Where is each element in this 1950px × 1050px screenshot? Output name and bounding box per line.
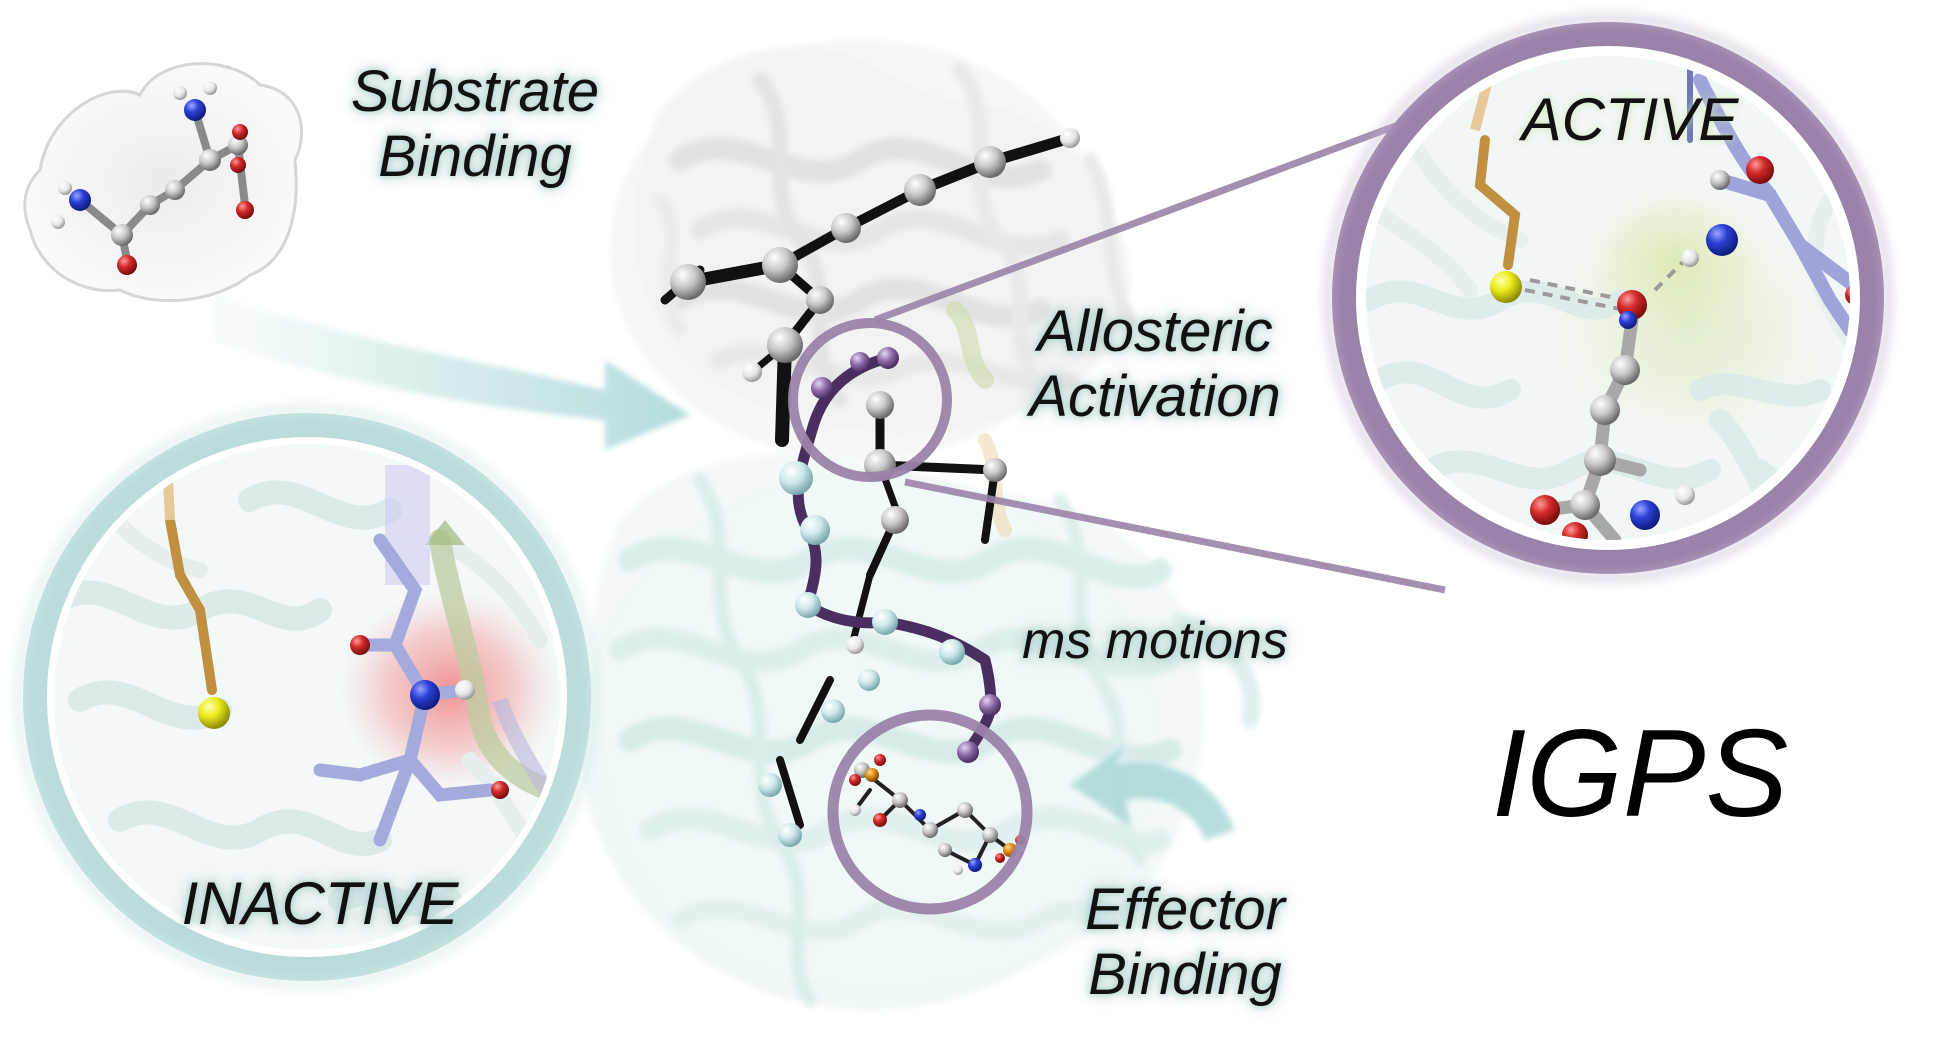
ms-motions-label: ms motions <box>1022 612 1288 670</box>
effector-binding-label-line1: Effector <box>1085 877 1285 942</box>
inactive-inset <box>14 404 600 990</box>
effector-binding-arrow <box>1070 745 1235 840</box>
active-state-label: ACTIVE <box>1521 86 1739 153</box>
inactive-ring <box>23 413 591 981</box>
green-helix-hint <box>946 301 994 389</box>
allosteric-activation-label: Allosteric Activation <box>985 299 1325 430</box>
substrate-molecule <box>23 62 304 303</box>
active-ring <box>1332 22 1884 574</box>
zoom-connector-lines <box>873 111 1446 594</box>
allosteric-activation-label-line1: Allosteric <box>1037 299 1273 364</box>
protein-name-label: IGPS <box>1491 705 1789 843</box>
active-inset <box>1323 13 1893 583</box>
effector-binding-label: Effector Binding <box>1015 877 1355 1008</box>
substrate-binding-label-line1: Substrate <box>350 59 600 124</box>
substrate-binding-label: Substrate Binding <box>305 59 645 190</box>
upper-domain-ribbons <box>610 40 1137 460</box>
effector-binding-label-line2: Binding <box>1088 941 1282 1007</box>
effector-molecule <box>849 754 1025 875</box>
substrate-binding-label-line2: Binding <box>378 123 572 189</box>
allosteric-network-black <box>660 128 1080 847</box>
allosteric-pathway-purple <box>779 347 1001 763</box>
substrate-binding-arrow <box>210 295 690 450</box>
effector-site-circle <box>827 709 1033 915</box>
allosteric-site-circle <box>788 318 952 482</box>
inactive-state-label: INACTIVE <box>181 870 459 937</box>
allosteric-activation-label-line2: Activation <box>1029 363 1281 429</box>
